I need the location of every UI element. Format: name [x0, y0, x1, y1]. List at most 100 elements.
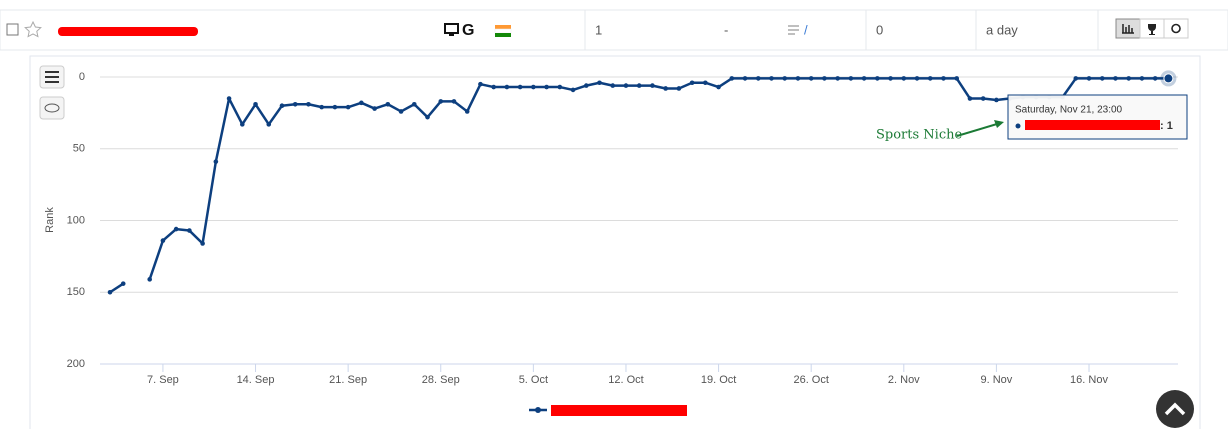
- y-axis-label: Rank: [44, 207, 56, 233]
- button[interactable]: [1163, 18, 1189, 39]
- point: [914, 76, 920, 81]
- point: [147, 277, 152, 282]
- point: [967, 96, 973, 101]
- point: [782, 76, 788, 81]
- point: [729, 76, 735, 81]
- x-tick-label: 14. Sep: [237, 374, 275, 386]
- annotation: Sports Niche: [876, 128, 962, 143]
- point: [517, 84, 523, 90]
- point: [107, 289, 113, 295]
- point: [755, 76, 761, 81]
- point: [795, 76, 801, 81]
- y-tick-label: 200: [67, 358, 85, 370]
- point: [306, 101, 311, 107]
- point: [491, 84, 496, 90]
- point: [319, 104, 324, 110]
- cell: -: [724, 22, 728, 37]
- point: [292, 101, 298, 107]
- scroll-top-icon: [1164, 402, 1186, 416]
- point: [1073, 76, 1079, 81]
- point: [875, 76, 880, 81]
- flag: [495, 33, 511, 37]
- x-tick-label: 28. Sep: [422, 374, 460, 386]
- trophy-icon: [1148, 24, 1156, 35]
- point: [583, 83, 589, 88]
- x-tick-label: 5. Oct: [519, 374, 548, 386]
- list-icon: [788, 25, 799, 35]
- desktop-icon: [444, 23, 459, 34]
- point: [1086, 76, 1092, 81]
- y-tick-label: 150: [67, 286, 85, 298]
- point: [716, 84, 721, 90]
- point: [769, 76, 774, 81]
- desktop-stand: [449, 34, 454, 36]
- point: [200, 241, 205, 246]
- cell: a day: [986, 22, 1018, 37]
- point: [504, 84, 510, 90]
- flag: [494, 28, 512, 34]
- scroll-top[interactable]: [1156, 390, 1194, 428]
- point: [213, 159, 219, 164]
- point: [531, 84, 536, 90]
- point: [954, 76, 960, 81]
- point: [888, 76, 893, 81]
- point: [226, 96, 232, 101]
- point: [253, 101, 258, 107]
- redacted: [1025, 120, 1160, 130]
- button[interactable]: [1115, 18, 1141, 39]
- point: [689, 80, 695, 86]
- point: [425, 114, 430, 120]
- point: [451, 99, 457, 104]
- point: [835, 76, 840, 81]
- cell[interactable]: /: [804, 22, 808, 37]
- point: [742, 76, 748, 81]
- point: [663, 86, 668, 91]
- annotation-arrowhead: [994, 120, 1004, 128]
- point: [676, 86, 682, 91]
- point: [636, 83, 642, 88]
- point: [120, 281, 126, 286]
- point: [1099, 76, 1105, 81]
- point: [279, 103, 285, 108]
- point: [398, 109, 404, 114]
- x-tick-label: 2. Nov: [888, 374, 920, 386]
- point: [1113, 76, 1118, 81]
- tooltip: [1007, 94, 1188, 140]
- star[interactable]: [24, 20, 42, 38]
- point: [1152, 76, 1158, 81]
- cell: 1: [595, 22, 602, 37]
- point: [187, 228, 192, 233]
- point: [345, 104, 351, 110]
- x-tick-label: 16. Nov: [1070, 374, 1108, 386]
- tooltip-marker: [1015, 123, 1021, 129]
- eye-button[interactable]: [39, 96, 65, 120]
- point: [372, 106, 377, 111]
- checkbox[interactable]: [6, 23, 19, 36]
- point: [901, 76, 907, 81]
- point: [703, 80, 708, 86]
- point: [359, 100, 364, 106]
- y-tick-label: 100: [67, 214, 85, 226]
- chart-icon: [1122, 24, 1134, 34]
- point: [570, 87, 576, 93]
- x-tick-label: 21. Sep: [329, 374, 367, 386]
- point: [848, 76, 854, 81]
- point: [1139, 76, 1145, 81]
- point: [266, 122, 272, 127]
- cell: 0: [876, 22, 883, 37]
- x-tick-label: 12. Oct: [608, 374, 643, 386]
- point: [332, 104, 338, 110]
- point: [478, 81, 483, 87]
- point: [822, 76, 827, 81]
- point: [927, 76, 933, 81]
- google-icon: G: [462, 22, 474, 39]
- point: [941, 76, 946, 81]
- point: [173, 226, 179, 232]
- tooltip-value: : 1: [1160, 120, 1173, 132]
- redacted: [551, 405, 687, 416]
- flag: [495, 25, 511, 29]
- point: [438, 99, 444, 104]
- redacted: [58, 27, 198, 36]
